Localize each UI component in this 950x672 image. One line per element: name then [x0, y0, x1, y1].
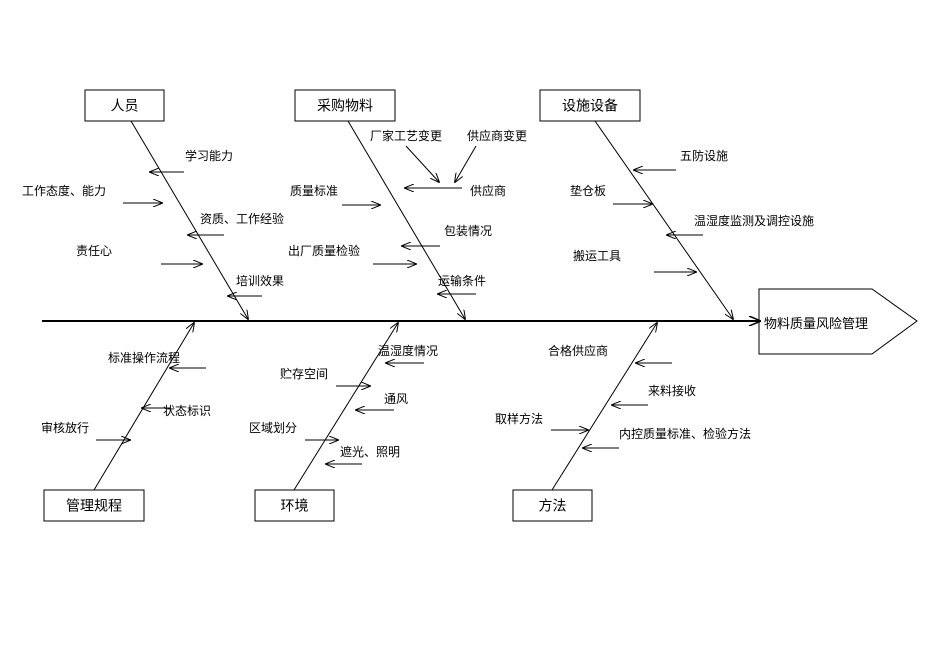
category-label-environment: 环境	[281, 499, 309, 515]
fishbone-diagram: 物料质量风险管理 人员 采购物料 设施设备管理规程 环境 方法 学习能力工作态度、能力资质、…	[22, 90, 917, 521]
cause-label: 审核放行	[41, 420, 89, 435]
cause-label: 温湿度情况	[378, 343, 438, 358]
cause-label: 运输条件	[438, 273, 486, 288]
category-label-material: 采购物料	[317, 99, 373, 115]
head-label: 物料质量风险管理	[764, 316, 868, 331]
cause-label: 内控质量标准、检验方法	[619, 426, 751, 441]
cause-label: 学习能力	[185, 148, 233, 163]
cause-label: 遮光、照明	[340, 444, 400, 459]
material-bone	[348, 121, 465, 319]
cause-label: 合格供应商	[548, 343, 608, 358]
cause-label: 工作态度、能力	[22, 183, 106, 198]
cause-label: 搬运工具	[573, 248, 621, 263]
cause-label: 责任心	[76, 244, 112, 258]
supplier-subarrow	[406, 146, 439, 182]
cause-label: 包装情况	[444, 224, 492, 238]
cause-label: 供应商	[470, 183, 506, 198]
supplier-subarrow	[455, 146, 476, 182]
cause-label: 垫仓板	[570, 183, 606, 198]
category-label-process: 管理规程	[66, 499, 122, 515]
cause-label: 出厂质量检验	[288, 243, 360, 258]
category-label-personnel: 人员	[111, 99, 139, 115]
cause-label: 资质、工作经验	[200, 211, 284, 226]
cause-label: 来料接收	[648, 383, 696, 398]
cause-label: 温湿度监测及调控设施	[694, 213, 814, 228]
cause-label: 贮存空间	[280, 366, 328, 381]
cause-label: 质量标准	[290, 184, 338, 198]
cause-label: 培训效果	[236, 273, 284, 288]
category-label-equipment: 设施设备	[562, 98, 618, 115]
cause-label: 通风	[384, 392, 408, 406]
cause-label: 供应商变更	[467, 128, 527, 143]
cause-label: 区域划分	[249, 421, 297, 435]
cause-label: 状态标识	[163, 404, 211, 418]
cause-label: 取样方法	[495, 411, 543, 426]
category-label-method: 方法	[539, 499, 567, 515]
cause-label: 五防设施	[680, 148, 728, 163]
cause-label: 厂家工艺变更	[370, 128, 442, 143]
cause-label: 标准操作流程	[108, 350, 180, 365]
